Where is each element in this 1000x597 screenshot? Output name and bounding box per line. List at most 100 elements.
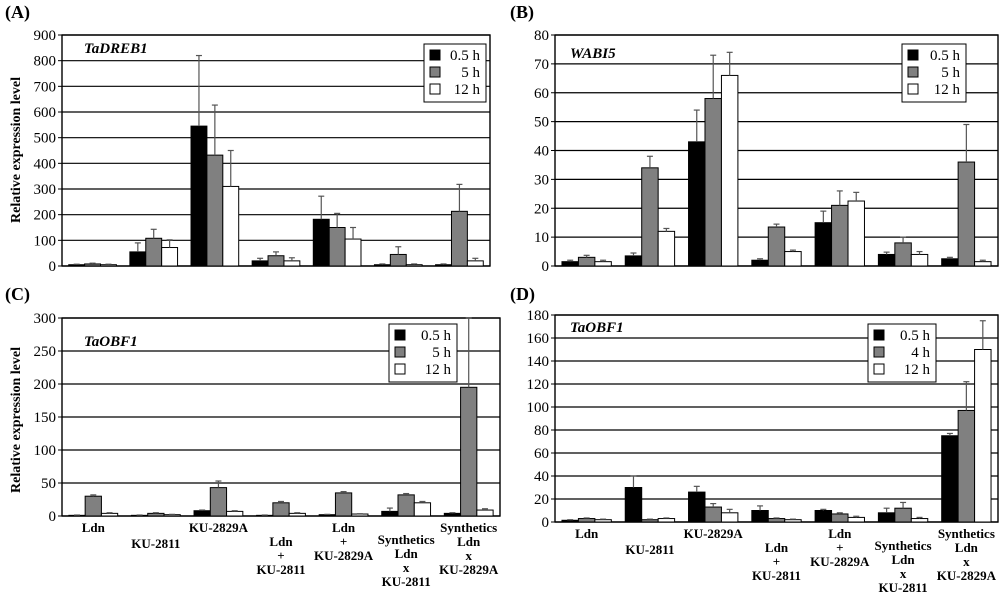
legend-label: 4 h (911, 345, 930, 361)
category-label: KU-2811 (382, 574, 431, 589)
legend-label: 5 h (432, 345, 451, 361)
y-tick-label: 400 (34, 156, 57, 172)
y-tick-label: 300 (34, 182, 57, 198)
y-tick-label: 250 (34, 344, 57, 360)
bar (209, 487, 228, 517)
bar (222, 185, 240, 267)
legend-label: 5 h (461, 65, 480, 81)
bar (641, 519, 659, 523)
y-tick-label: 0 (542, 259, 550, 275)
category-label: Ldn (575, 526, 599, 541)
bar (312, 218, 330, 267)
bar (84, 263, 102, 267)
bar (784, 519, 802, 523)
bar (847, 516, 865, 523)
bar (767, 518, 786, 523)
bar (974, 349, 992, 523)
y-tick-label: 700 (34, 79, 57, 95)
y-tick-label: 800 (34, 54, 57, 70)
bar (847, 200, 865, 267)
category-label: x (963, 554, 970, 569)
y-tick-label: 0 (49, 259, 57, 275)
legend-label: 0.5 h (930, 48, 961, 64)
legend-label: 0.5 h (450, 48, 481, 64)
bar (751, 510, 769, 523)
bar (251, 260, 269, 267)
bar (405, 264, 423, 267)
bar (624, 487, 643, 523)
bar (190, 125, 208, 267)
bar (288, 512, 306, 517)
y-tick-label: 300 (34, 311, 57, 327)
category-label: KU-2811 (879, 580, 928, 595)
y-tick-label: 200 (34, 377, 57, 393)
y-tick-label: 30 (534, 172, 549, 188)
bar (226, 510, 244, 517)
bar (344, 238, 362, 267)
chart-title: TaOBF1 (570, 320, 624, 336)
bar (720, 512, 739, 523)
bar (831, 513, 849, 523)
y-tick-label: 100 (527, 400, 550, 416)
y-tick-label: 100 (34, 233, 57, 249)
bar (594, 261, 612, 267)
y-tick-label: 160 (527, 331, 550, 347)
legend-label: 12 h (454, 82, 481, 98)
y-tick-label: 600 (34, 105, 57, 121)
chart-title: TaDREB1 (84, 41, 148, 57)
bar (283, 260, 301, 267)
bar (894, 242, 912, 267)
category-label: Synthetics (378, 532, 435, 547)
bar (328, 227, 346, 267)
bar (381, 510, 399, 517)
bar (577, 256, 596, 267)
bar (657, 518, 676, 523)
bar (974, 261, 992, 267)
panel-b: 0 10 20 30 40 50 60 70 80(B) WABI5 0.5 h5 h12 h (510, 2, 999, 275)
category-label: KU-2829A (439, 562, 499, 577)
legend-swatch (394, 329, 406, 341)
chart-title: WABI5 (570, 46, 616, 62)
category-label: x (900, 566, 907, 581)
category-label: + (836, 540, 843, 555)
category-label: Synthetics (875, 538, 932, 553)
legend-swatch (873, 329, 885, 341)
category-label: Synthetics (938, 526, 995, 541)
y-axis-label: Relative expression level (9, 77, 24, 223)
category-label: KU-2829A (189, 520, 249, 535)
panel-a: 0 100 200 300 400 500 600 700 800 900(A) TaDREB1 Re… (5, 2, 491, 275)
category-label: Ldn (457, 534, 481, 549)
panel-label: (D) (510, 284, 535, 305)
legend-label: 0.5 h (421, 328, 452, 344)
legend-swatch (394, 346, 406, 358)
bar (460, 386, 478, 517)
y-tick-label: 0 (542, 515, 550, 531)
bar (466, 260, 484, 267)
y-tick-label: 20 (534, 201, 549, 217)
panel-d: 0 20 40 60 80 100 120 140 160 180 Ldn KU-2811 KU-282… (510, 284, 999, 595)
y-tick-label: 900 (34, 28, 57, 44)
legend-swatch (907, 49, 919, 61)
bar (561, 261, 579, 267)
y-tick-label: 150 (34, 410, 57, 426)
category-label: Ldn (269, 534, 293, 549)
category-label: x (403, 560, 410, 575)
category-label: KU-2811 (625, 542, 674, 557)
category-label: Ldn (765, 540, 789, 555)
bar (145, 237, 163, 267)
bar (814, 222, 833, 267)
y-axis-label: Relative expression level (9, 347, 24, 493)
category-label: Ldn (332, 520, 356, 535)
bar (413, 502, 432, 517)
y-tick-label: 200 (34, 208, 57, 224)
bar (941, 435, 959, 523)
bar (910, 253, 929, 267)
bar (688, 141, 706, 267)
bar (784, 251, 802, 267)
y-tick-label: 100 (34, 443, 57, 459)
bar (206, 154, 224, 267)
legend-label: 12 h (425, 362, 452, 378)
category-label: Ldn (955, 540, 979, 555)
bar (814, 510, 833, 523)
